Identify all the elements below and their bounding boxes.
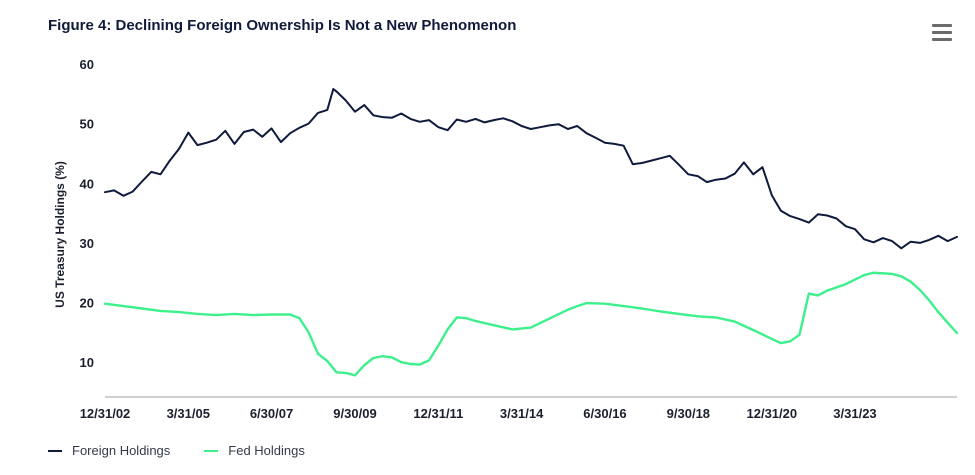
legend-label-foreign: Foreign Holdings — [72, 443, 171, 458]
legend-item-foreign[interactable]: Foreign Holdings — [48, 443, 170, 458]
x-tick-label: 6/30/07 — [250, 406, 293, 421]
legend-label-fed: Fed Holdings — [228, 443, 305, 458]
y-tick-label: 20 — [80, 296, 94, 311]
x-tick-label: 9/30/09 — [333, 406, 376, 421]
hamburger-menu-icon[interactable] — [932, 24, 954, 41]
y-tick-label: 40 — [80, 176, 94, 191]
chart-legend: Foreign Holdings Fed Holdings — [48, 443, 305, 458]
x-tick-label: 3/31/23 — [833, 406, 876, 421]
x-tick-label: 12/31/11 — [413, 406, 463, 421]
x-tick-label: 12/31/02 — [80, 406, 131, 421]
legend-swatch-fed — [204, 449, 219, 452]
legend-swatch-foreign — [48, 449, 62, 452]
chart-title: Figure 4: Declining Foreign Ownership Is… — [48, 17, 517, 34]
y-axis-label: US Treasury Holdings (%) — [53, 161, 67, 308]
x-tick-label: 3/31/05 — [167, 406, 210, 421]
x-tick-label: 9/30/18 — [667, 406, 710, 421]
legend-item-fed[interactable]: Fed Holdings — [204, 443, 305, 458]
y-tick-label: 60 — [80, 57, 94, 72]
y-tick-label: 10 — [80, 355, 94, 370]
x-tick-label: 3/31/14 — [500, 406, 544, 421]
x-tick-label: 6/30/16 — [583, 406, 626, 421]
x-tick-label: 12/31/20 — [747, 406, 798, 421]
y-tick-label: 50 — [80, 117, 94, 132]
series-line-foreign-holdings — [104, 88, 958, 250]
y-tick-label: 30 — [80, 236, 94, 251]
series-line-fed-holdings — [103, 271, 959, 377]
